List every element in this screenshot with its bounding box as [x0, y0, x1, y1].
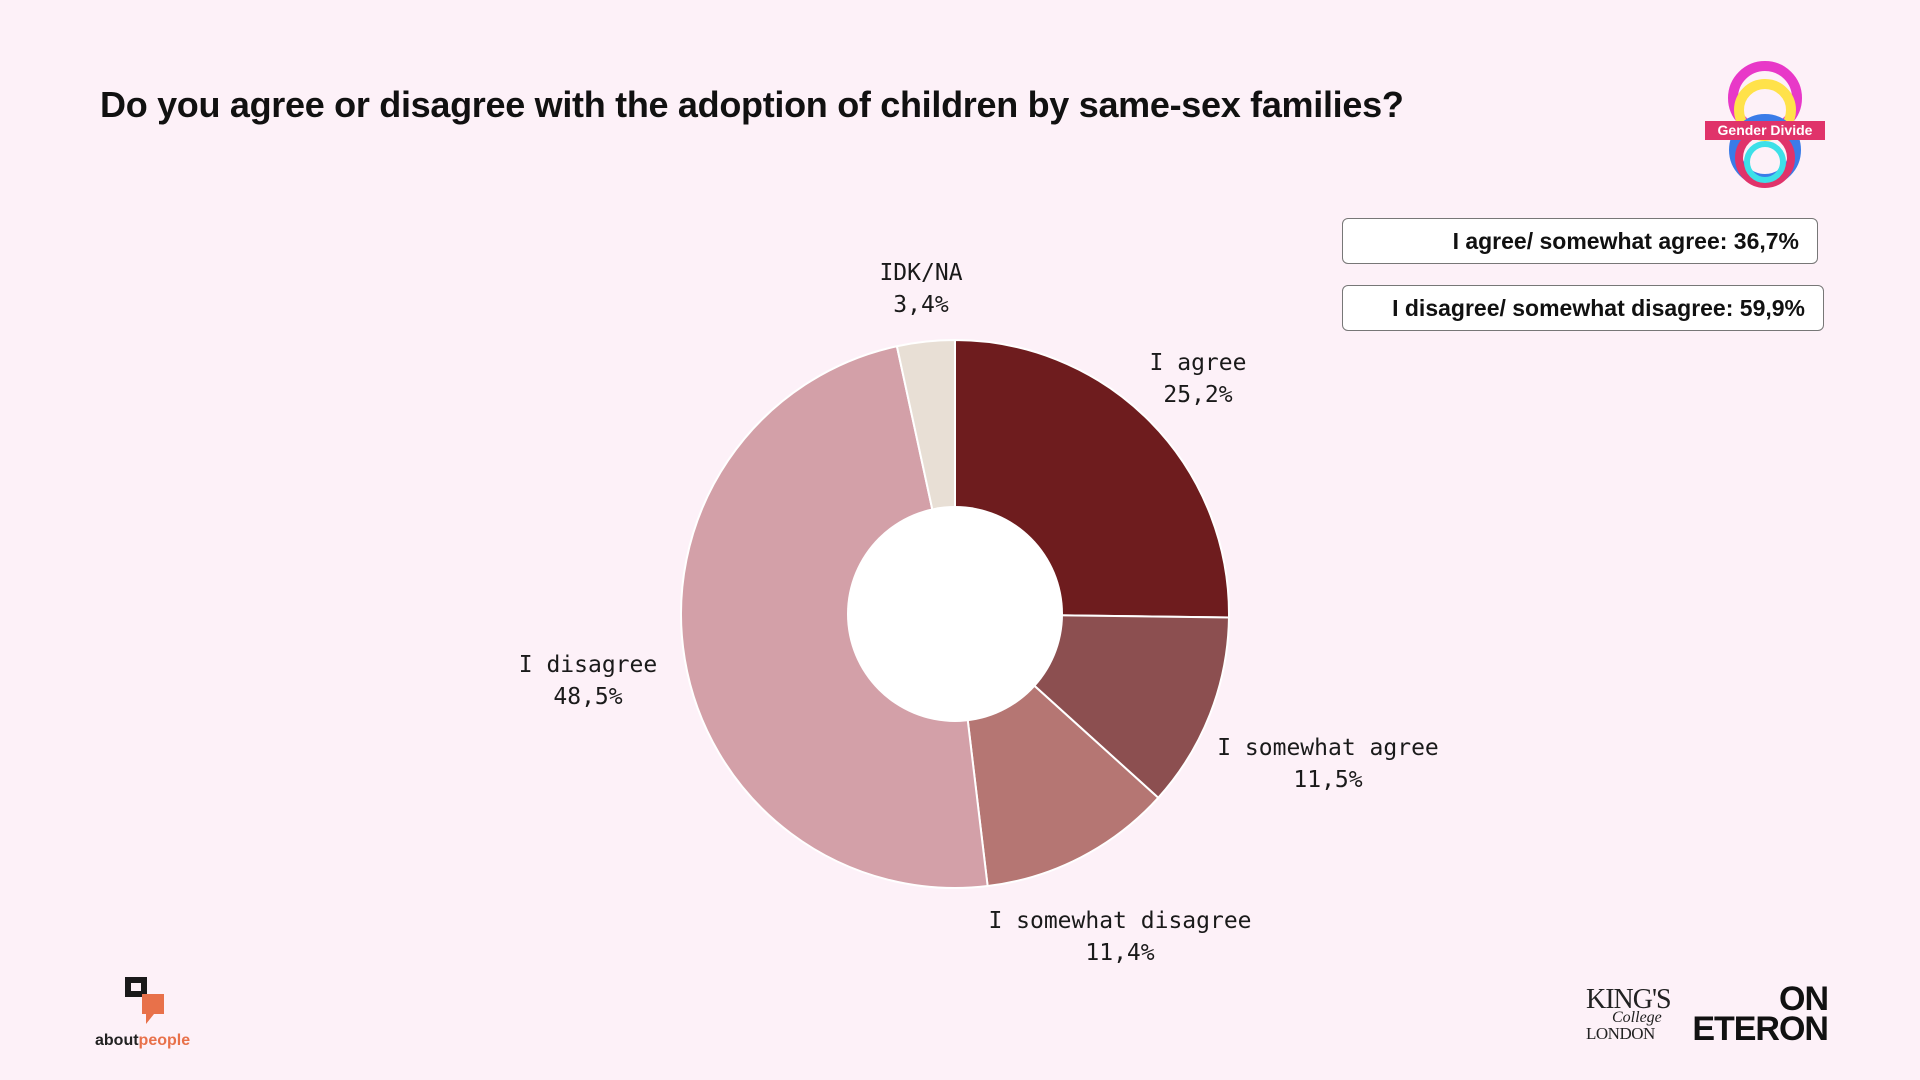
eteron-logo: ON ETERON: [1686, 980, 1829, 1048]
kings-college-london-logo: KING'S College LONDON: [1586, 986, 1678, 1044]
disagree-summary-box: I disagree/ somewhat disagree: 59,9%: [1342, 285, 1824, 331]
aboutpeople-logo-icon: [125, 977, 164, 1024]
kcl-line-3: LONDON: [1586, 1024, 1655, 1043]
kcl-line-2: College: [1612, 1009, 1662, 1026]
slice-label-idk-na: IDK/NA 3,4%: [879, 260, 962, 318]
disagree-summary-text: I disagree/ somewhat disagree: 59,9%: [1392, 294, 1805, 321]
slice-label-i-somewhat-agree: I somewhat agree 11,5%: [1217, 735, 1439, 793]
gender-divide-logo: Gender Divide: [1705, 61, 1825, 188]
donut-hole: [847, 506, 1063, 722]
slice-i-disagree: [680, 345, 989, 889]
slice-label-i-disagree: I disagree 48,5%: [519, 652, 657, 710]
aboutpeople-wordmark: aboutpeople: [95, 1032, 190, 1050]
gender-divide-text: Gender Divide: [1718, 122, 1813, 138]
slice-labels: I agree 25,2% I somewhat agree 11,5% I somew…: [519, 260, 1439, 966]
agree-summary-box: I agree/ somewhat agree: 36,7%: [1342, 218, 1818, 264]
slice-label-i-agree: I agree 25,2%: [1150, 350, 1247, 408]
aboutpeople-word-about: about: [95, 1032, 139, 1049]
chart-title: Do you agree or disagree with the adopti…: [100, 84, 1404, 125]
aboutpeople-word-people: people: [138, 1032, 191, 1049]
kcl-line-1: KING'S: [1586, 984, 1672, 1015]
slice-label-i-somewhat-disagree: I somewhat disagree 11,4%: [988, 908, 1251, 966]
agree-summary-text: I agree/ somewhat agree: 36,7%: [1452, 227, 1799, 254]
eteron-line-1: ON: [1779, 980, 1829, 1018]
eteron-line-2: ETERON: [1692, 1010, 1829, 1048]
